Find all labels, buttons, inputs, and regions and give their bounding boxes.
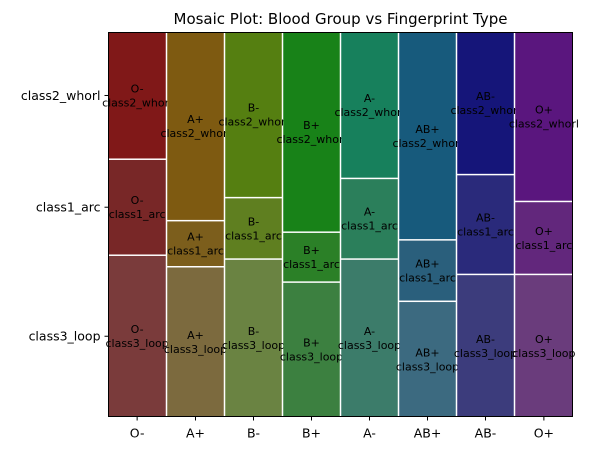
cell-bneg-class3-loop (225, 259, 282, 417)
cell-aneg-class1-arc-label: A-class1_arc (341, 206, 398, 233)
cell-abneg-class1-arc-label: AB-class1_arc (457, 212, 514, 239)
x-axis: O- A+ B- B+ A- AB+ AB- O+ (130, 416, 554, 441)
y-tick-label-class2-whorl: class2_whorl (21, 88, 101, 103)
cell-aneg-class2-whorl (341, 32, 398, 178)
x-tick-label-oneg: O- (130, 426, 145, 441)
cell-abpos-class1-arc (399, 240, 456, 301)
cell-aneg-class3-loop-label: A-class3_loop (338, 325, 401, 352)
cell-bpos-class2-whorl-label: B+ class2_whorl (276, 119, 346, 146)
cell-bpos-class2-whorl (283, 32, 340, 232)
mosaic-cells: O-class3_loop O-class1_arc O-class2_whorl A… (102, 32, 579, 417)
cell-bpos-class1-arc-label: B+ class1_arc (283, 244, 340, 271)
cell-opos-class2-whorl-label: O+ class2_whorl (509, 104, 579, 131)
cell-apos-class3-loop (167, 267, 224, 417)
cell-bneg-class1-arc-label: B-class1_arc (225, 215, 282, 242)
cell-aneg-class1-arc (341, 179, 398, 259)
cell-apos-class1-arc-label: A+ class1_arc (167, 231, 224, 258)
cell-oneg-class2-whorl (108, 32, 166, 159)
cell-bpos-class1-arc (283, 232, 340, 282)
x-tick-label-abneg: AB- (475, 426, 497, 441)
x-tick-label-aneg: A- (363, 426, 376, 441)
cell-abpos-class2-whorl-label: AB+ class2_whorl (392, 123, 462, 150)
x-tick-label-bpos: B+ (302, 426, 321, 441)
cell-apos-class2-whorl (167, 32, 224, 220)
cell-abneg-class3-loop (457, 275, 514, 417)
cell-opos-class2-whorl (515, 32, 573, 201)
cell-opos-class1-arc (515, 202, 573, 274)
cell-apos-class3-loop-label: A+ class3_loop (164, 329, 227, 356)
cell-oneg-class3-loop (108, 255, 166, 417)
cell-aneg-class2-whorl-label: A-class2_whorl (334, 92, 404, 119)
cell-abpos-class3-loop (399, 302, 456, 417)
cell-abneg-class3-loop-label: AB-class3_loop (454, 333, 517, 360)
cell-abpos-class1-arc-label: AB+ class1_arc (399, 258, 456, 285)
cell-bpos-class3-loop-label: B+ class3_loop (280, 337, 343, 364)
cell-oneg-class2-whorl-label: O-class2_whorl (102, 82, 172, 109)
cell-apos-class1-arc (167, 221, 224, 266)
cell-bneg-class2-whorl (225, 32, 282, 197)
cell-abpos-class2-whorl (399, 32, 456, 240)
x-tick-label-apos: A+ (186, 426, 205, 441)
cell-bneg-class1-arc (225, 198, 282, 259)
cell-bneg-class3-loop-label: B-class3_loop (222, 325, 285, 352)
cell-abneg-class1-arc (457, 175, 514, 274)
x-tick-label-opos: O+ (534, 426, 554, 441)
x-tick-label-bneg: B- (247, 426, 260, 441)
cell-bpos-class3-loop (283, 282, 340, 417)
cell-apos-class2-whorl-label: A+ class2_whorl (160, 113, 230, 140)
cell-opos-class3-loop (515, 275, 573, 417)
plot-frame (108, 32, 573, 417)
cell-abneg-class2-whorl (457, 32, 514, 174)
cell-bneg-class2-whorl-label: B-class2_whorl (218, 102, 288, 129)
cell-opos-class1-arc-label: O+ class1_arc (515, 225, 572, 252)
cell-abneg-class2-whorl-label: AB-class2_whorl (450, 90, 520, 117)
cell-oneg-class1-arc-label: O-class1_arc (109, 194, 166, 221)
y-tick-label-class1-arc: class1_arc (36, 200, 101, 215)
cell-opos-class3-loop-label: O+ class3_loop (512, 333, 575, 360)
cell-aneg-class3-loop (341, 259, 398, 417)
cell-oneg-class1-arc (108, 159, 166, 255)
cell-oneg-class3-loop-label: O-class3_loop (105, 323, 168, 350)
x-tick-label-abpos: AB+ (414, 426, 442, 441)
y-tick-label-class3-loop: class3_loop (29, 329, 101, 344)
cell-abpos-class3-loop-label: AB+ class3_loop (396, 346, 459, 373)
chart-title: Mosaic Plot: Blood Group vs Fingerprint … (174, 10, 508, 28)
y-axis: class2_whorl class1_arc class3_loop (21, 88, 109, 344)
